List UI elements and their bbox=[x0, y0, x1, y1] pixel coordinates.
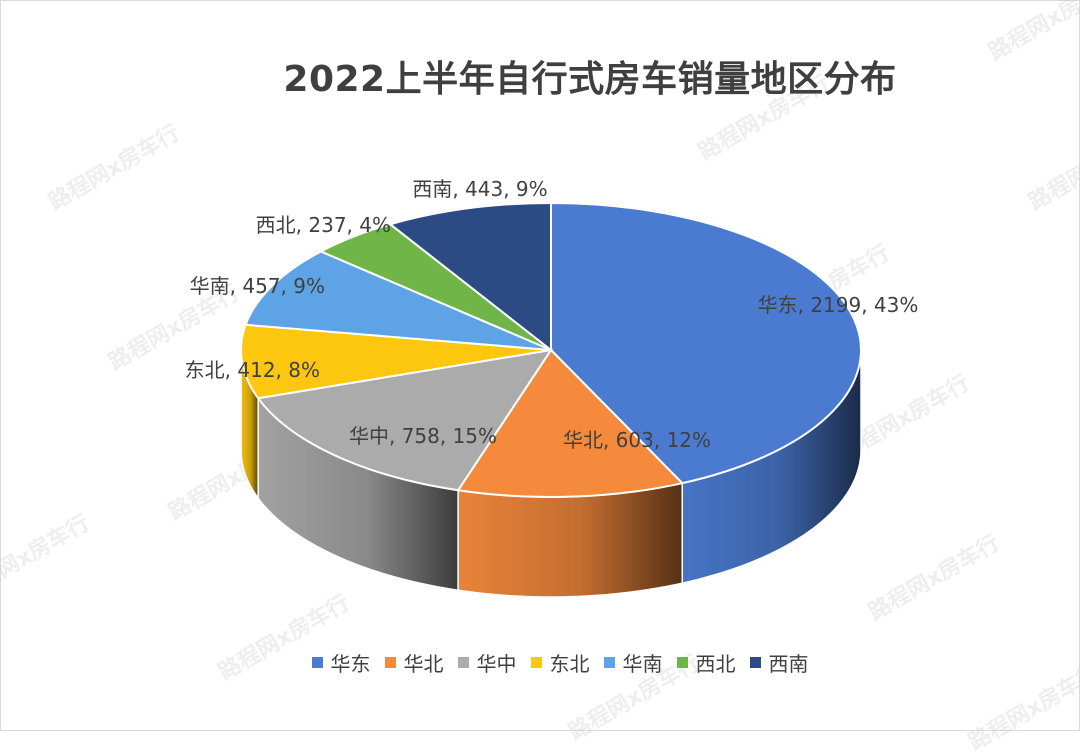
legend-item-华北: 华北 bbox=[384, 648, 444, 677]
legend-item-西南: 西南 bbox=[749, 648, 809, 677]
legend-swatch bbox=[311, 657, 323, 668]
legend-label: 西北 bbox=[695, 652, 736, 676]
pie-slice-华中 bbox=[256, 348, 554, 492]
legend-label: 华中 bbox=[476, 652, 517, 676]
legend-swatch bbox=[749, 657, 761, 668]
legend-swatch bbox=[530, 657, 542, 668]
chart-title: 2022上半年自行式房车销量地区分布 bbox=[283, 59, 897, 100]
legend-swatch bbox=[676, 657, 688, 668]
data-label-华东: 华东, 2199, 43% bbox=[758, 293, 919, 317]
data-label-西北: 西北, 237, 4% bbox=[256, 213, 391, 237]
legend-label: 华南 bbox=[622, 652, 663, 676]
pie-slice-华北 bbox=[456, 348, 685, 498]
pie-tops bbox=[240, 201, 862, 498]
pie-labels: 华东, 2199, 43% 华北, 603, 12% 华中, 758, 15% 东北,… bbox=[185, 177, 919, 452]
legend-label: 华北 bbox=[403, 652, 444, 676]
legend-label: 东北 bbox=[549, 652, 590, 676]
pie-slice-东北 bbox=[240, 323, 552, 400]
legend: 华东 华北 华中 东北 华南 西北 西南 bbox=[0, 648, 1080, 677]
data-label-华北: 华北, 603, 12% bbox=[563, 428, 711, 452]
legend-swatch bbox=[457, 657, 469, 668]
legend-item-华东: 华东 bbox=[311, 648, 371, 677]
data-label-华中: 华中, 758, 15% bbox=[349, 424, 497, 448]
legend-swatch bbox=[384, 657, 396, 668]
legend-item-东北: 东北 bbox=[530, 648, 590, 677]
data-label-西南: 西南, 443, 9% bbox=[412, 177, 547, 201]
pie-wall-华北 bbox=[457, 482, 684, 598]
legend-item-西北: 西北 bbox=[676, 648, 736, 677]
pie-slice-华东 bbox=[550, 201, 862, 485]
legend-item-华南: 华南 bbox=[603, 648, 663, 677]
legend-item-华中: 华中 bbox=[457, 648, 517, 677]
data-label-华南: 华南, 457, 9% bbox=[190, 274, 325, 298]
pie-chart: 华东, 2199, 43% 华北, 603, 12% 华中, 758, 15% 东北,… bbox=[185, 177, 919, 598]
legend-swatch bbox=[603, 657, 615, 668]
pie-slice-华南 bbox=[244, 250, 552, 351]
legend-label: 华东 bbox=[330, 652, 371, 676]
pie-slice-西南 bbox=[388, 201, 552, 353]
legend-label: 西南 bbox=[768, 652, 809, 676]
data-label-东北: 东北, 412, 8% bbox=[185, 358, 320, 382]
